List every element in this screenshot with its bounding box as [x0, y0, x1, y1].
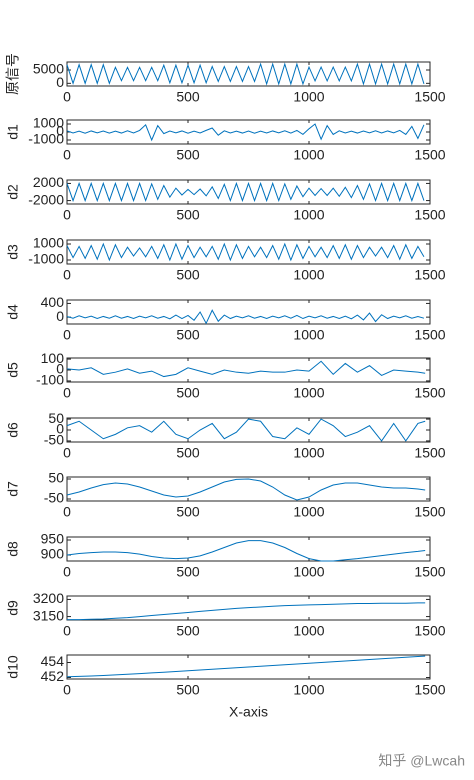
data-line [66, 123, 425, 142]
x-tick-label: 500 [176, 564, 200, 580]
data-line [67, 602, 426, 621]
x-tick-label: 1500 [414, 682, 445, 698]
y-tick-label: 454 [41, 653, 65, 669]
x-tick-label: 1500 [414, 89, 445, 105]
x-tick-label: 1500 [414, 267, 445, 283]
x-tick-label: 500 [176, 89, 200, 105]
x-tick-label: 1000 [293, 207, 324, 223]
x-tick-label: 1500 [414, 147, 445, 163]
x-tick-label: 0 [63, 89, 71, 105]
x-tick-label: 1500 [414, 445, 445, 461]
data-line [66, 655, 426, 678]
data-line [66, 360, 426, 378]
x-tick-label: 500 [176, 207, 200, 223]
x-tick-label: 1000 [293, 327, 324, 343]
y-tick-label: 3150 [33, 607, 64, 623]
y-axis-label: d2 [5, 184, 21, 200]
data-line [66, 181, 425, 203]
x-tick-label: 1500 [414, 207, 445, 223]
x-tick-label: 1000 [293, 385, 324, 401]
y-axis-label: d1 [5, 124, 21, 140]
watermark: 知乎 @Lwcah [378, 753, 465, 769]
x-tick-label: 0 [63, 207, 71, 223]
y-axis-label: d5 [5, 362, 21, 378]
axes-frame [66, 476, 431, 502]
y-axis-label: d6 [5, 422, 21, 438]
axes-frame [66, 239, 431, 265]
y-tick-label: -1000 [28, 131, 64, 147]
x-axis-label: X-axis [229, 704, 268, 720]
x-tick-label: 0 [63, 267, 71, 283]
x-tick-label: 500 [176, 267, 200, 283]
data-line [66, 540, 426, 562]
y-tick-label: 1000 [33, 235, 64, 251]
y-axis-label: 原信号 [5, 53, 21, 95]
x-tick-label: 1000 [293, 89, 324, 105]
y-axis-label: d3 [5, 244, 21, 260]
y-tick-label: 0 [56, 74, 64, 90]
y-axis-label: d9 [5, 600, 21, 616]
x-tick-label: 0 [63, 682, 71, 698]
y-tick-label: 5000 [33, 61, 64, 77]
x-tick-label: 1000 [293, 445, 324, 461]
y-axis-label: d7 [5, 481, 21, 497]
y-tick-label: 0 [56, 308, 64, 324]
x-tick-label: 1500 [414, 564, 445, 580]
y-axis-label: d4 [5, 304, 21, 320]
x-tick-label: 1000 [293, 504, 324, 520]
y-tick-label: -100 [36, 372, 64, 388]
x-tick-label: 1500 [414, 327, 445, 343]
y-tick-label: 2000 [33, 174, 64, 190]
y-tick-label: -2000 [28, 191, 64, 207]
data-line [66, 418, 426, 442]
y-tick-label: 950 [41, 531, 65, 547]
y-tick-label: 100 [41, 350, 65, 366]
y-tick-label: 50 [48, 410, 64, 426]
x-tick-label: 1000 [293, 147, 324, 163]
y-tick-label: 452 [41, 668, 65, 684]
data-line [66, 242, 425, 262]
x-tick-label: 0 [63, 327, 71, 343]
x-tick-label: 1000 [293, 623, 324, 639]
y-tick-label: 50 [48, 470, 64, 486]
x-tick-label: 500 [176, 504, 200, 520]
y-tick-label: 0 [56, 421, 64, 437]
x-tick-label: 0 [63, 564, 71, 580]
x-tick-label: 500 [176, 327, 200, 343]
x-tick-label: 500 [176, 623, 200, 639]
y-tick-label: 400 [41, 294, 65, 310]
x-tick-label: 500 [176, 445, 200, 461]
x-tick-label: 0 [63, 445, 71, 461]
axes-frame [66, 299, 431, 325]
y-tick-label: 0 [56, 123, 64, 139]
x-tick-label: 0 [63, 147, 71, 163]
y-tick-label: 0 [56, 361, 64, 377]
x-tick-label: 1000 [293, 682, 324, 698]
y-tick-label: 900 [41, 546, 65, 562]
axes-frame [66, 417, 431, 443]
x-tick-label: 1000 [293, 564, 324, 580]
x-tick-label: 500 [176, 147, 200, 163]
y-tick-label: 1000 [33, 115, 64, 131]
y-tick-label: -50 [44, 490, 64, 506]
y-axis-label: d8 [5, 541, 21, 557]
x-tick-label: 1500 [414, 504, 445, 520]
data-line [66, 309, 425, 325]
axes-frame [66, 119, 431, 145]
y-axis-label: d10 [5, 655, 21, 679]
x-tick-label: 1500 [414, 623, 445, 639]
x-tick-label: 1500 [414, 385, 445, 401]
data-line [66, 478, 426, 501]
x-tick-label: 500 [176, 385, 200, 401]
x-tick-label: 0 [63, 623, 71, 639]
y-tick-label: 3200 [33, 590, 64, 606]
data-line [66, 62, 425, 86]
y-tick-label: -50 [44, 432, 64, 448]
y-tick-label: -1000 [28, 251, 64, 267]
x-tick-label: 1000 [293, 267, 324, 283]
x-tick-label: 0 [63, 385, 71, 401]
x-tick-label: 0 [63, 504, 71, 520]
x-tick-label: 500 [176, 682, 200, 698]
